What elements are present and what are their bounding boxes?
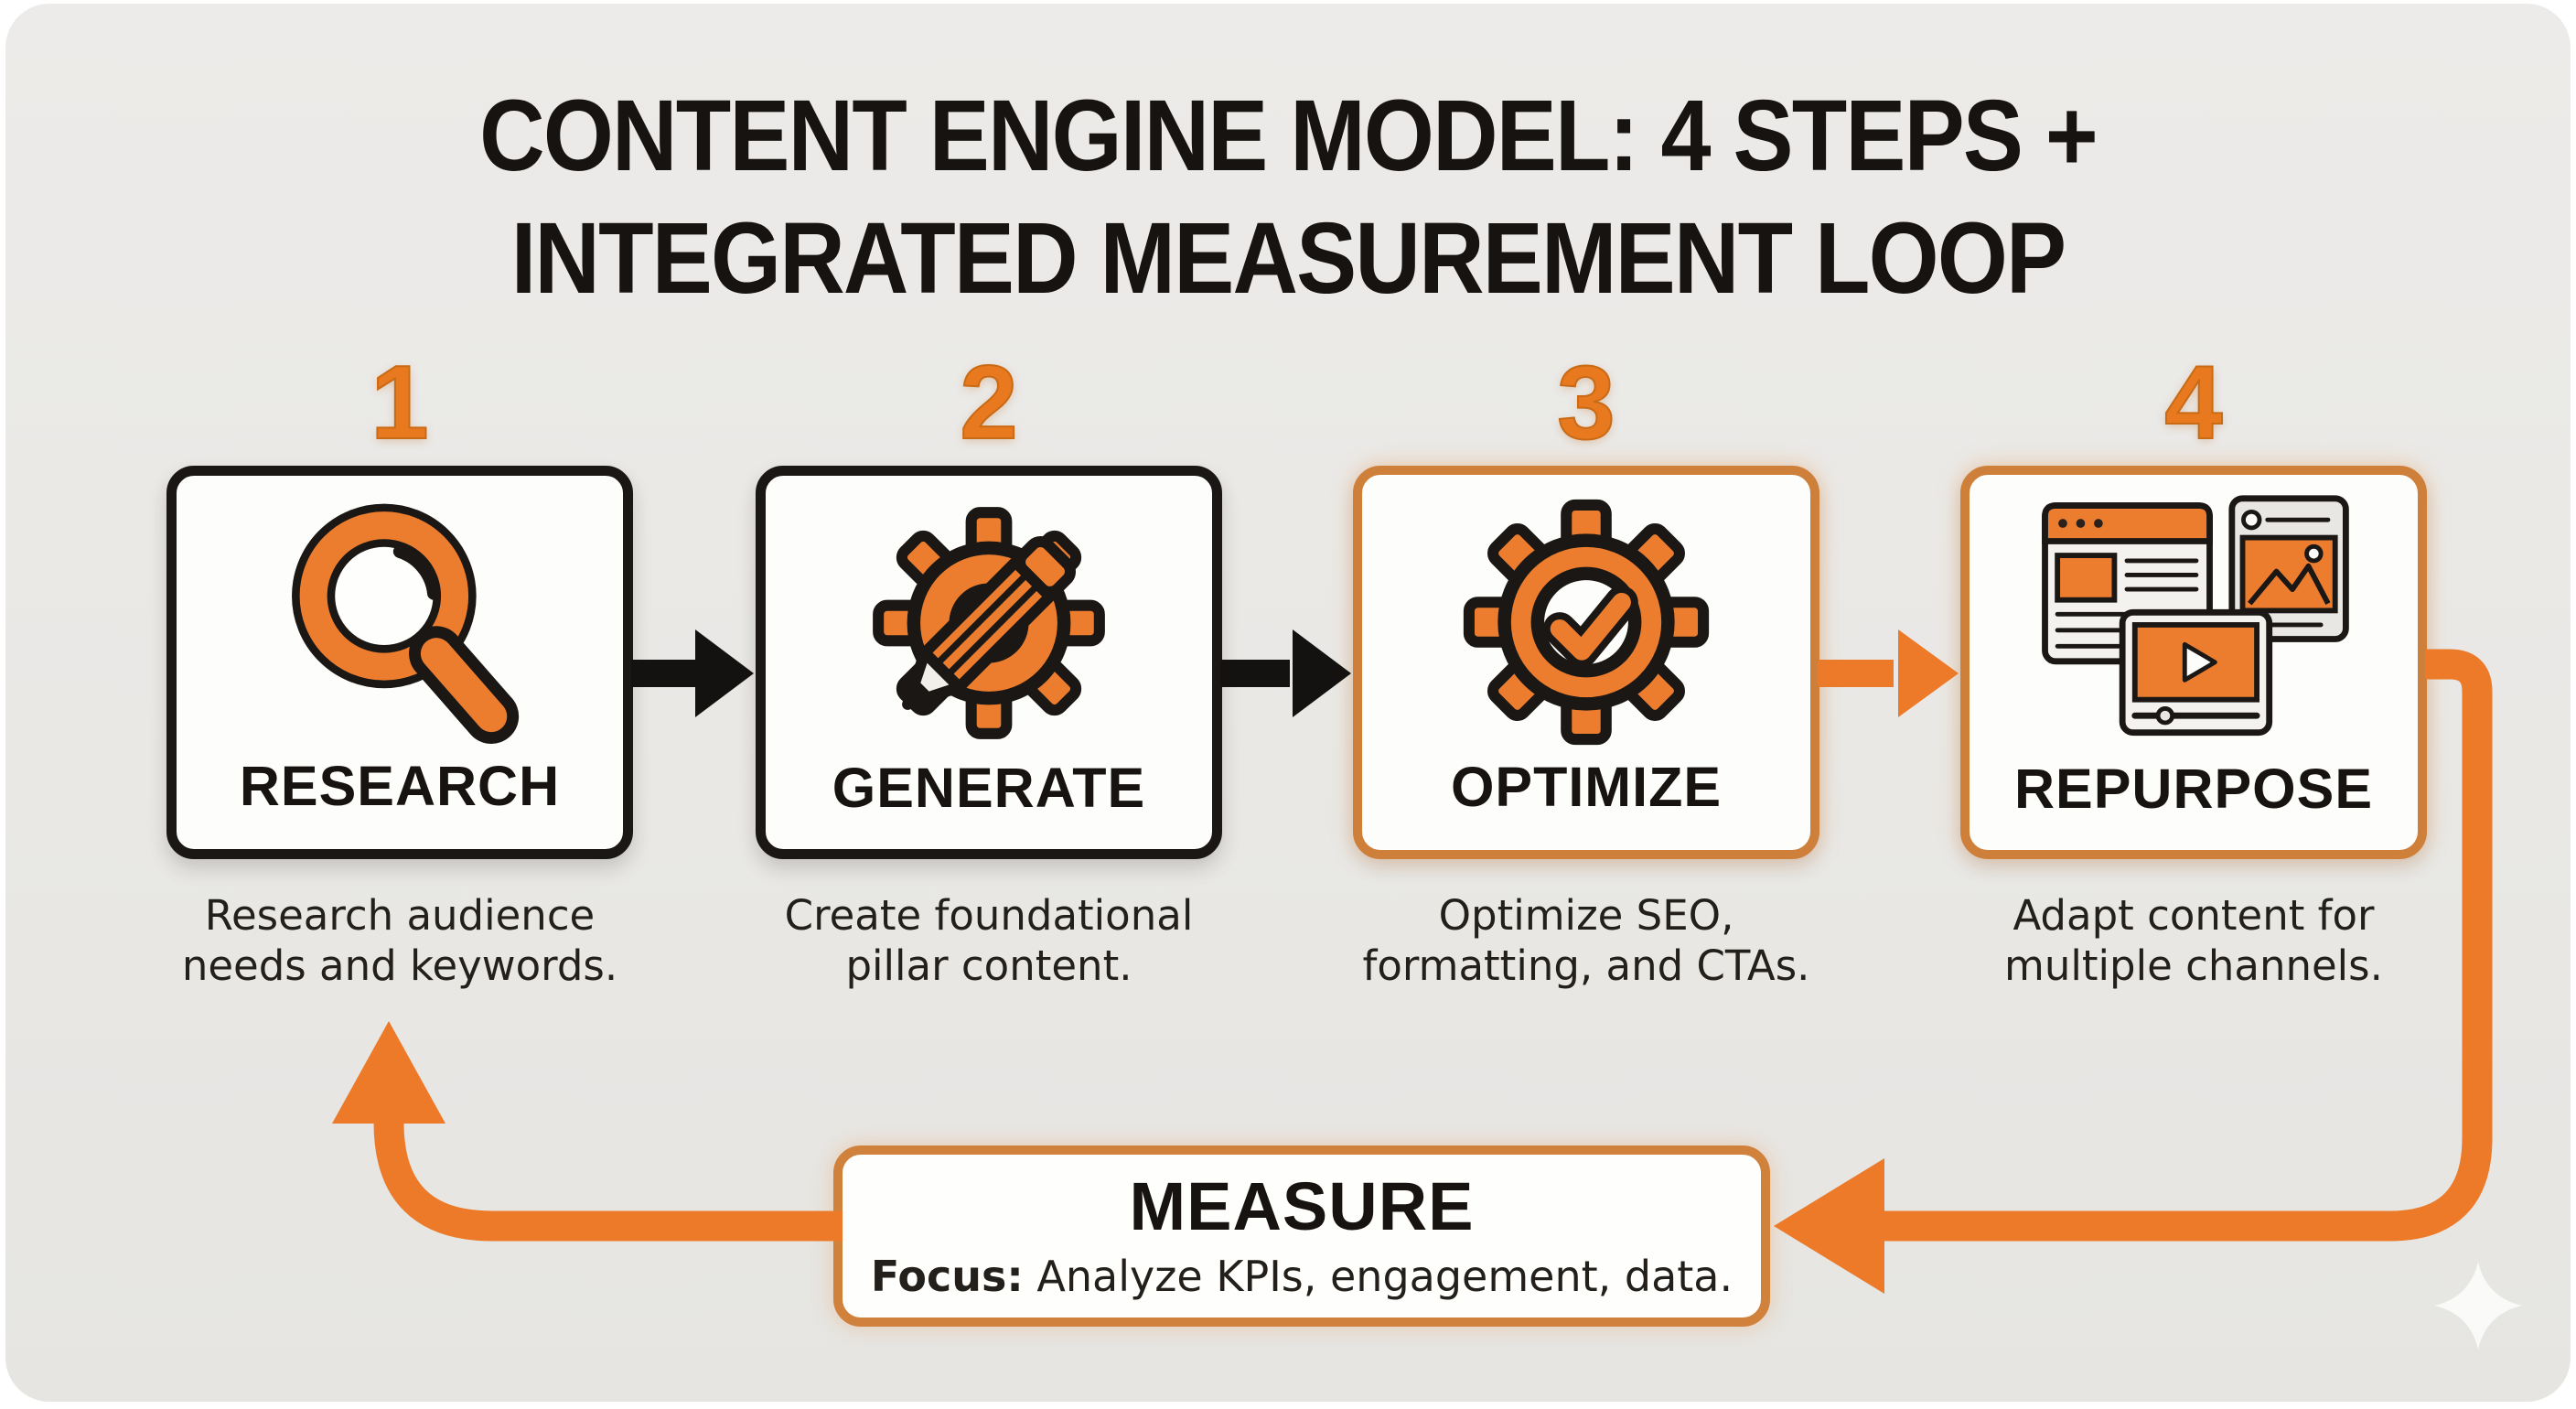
infographic-canvas: CONTENT ENGINE MODEL: 4 STEPS + INTEGRAT… bbox=[5, 4, 2571, 1402]
measure-focus-body: Analyze KPIs, engagement, data. bbox=[1023, 1251, 1733, 1301]
page-title-line1: CONTENT ENGINE MODEL: 4 STEPS + bbox=[479, 80, 2098, 192]
step-number-1: 1 bbox=[370, 345, 429, 461]
measure-focus-prefix: Focus: bbox=[870, 1251, 1024, 1301]
loop-arrowhead-left-icon bbox=[1774, 1158, 1884, 1294]
step-number-3: 3 bbox=[1556, 345, 1615, 461]
sparkle-icon bbox=[2434, 1262, 2522, 1350]
optimize-label: OPTIMIZE bbox=[1450, 755, 1723, 818]
repurpose-description: Adapt content for multiple channels. bbox=[2004, 890, 2383, 991]
research-label: RESEARCH bbox=[239, 754, 561, 817]
page-title: CONTENT ENGINE MODEL: 4 STEPS + INTEGRAT… bbox=[134, 75, 2442, 320]
repurpose-box: REPURPOSE bbox=[1960, 465, 2427, 859]
step-column-research: 1 RESEARCH Research audience needs and k… bbox=[134, 345, 665, 992]
step-number-4: 4 bbox=[2163, 345, 2223, 461]
research-description: Research audience needs and keywords. bbox=[181, 890, 618, 991]
gear-pencil-icon bbox=[852, 490, 1126, 756]
checkmark-shape bbox=[1542, 585, 1638, 668]
image-post-card bbox=[2228, 494, 2349, 642]
gear-checkmark-icon bbox=[1449, 489, 1723, 755]
magnifier-search-icon bbox=[264, 490, 535, 754]
step-column-optimize: 3 bbox=[1321, 345, 1852, 992]
step-column-repurpose: 4 bbox=[1928, 345, 2459, 992]
measure-box: MEASURE Focus: Analyze KPIs, engagement,… bbox=[833, 1145, 1770, 1327]
measure-label: MEASURE bbox=[1129, 1168, 1475, 1245]
measure-focus-text: Focus: Analyze KPIs, engagement, data. bbox=[871, 1252, 1733, 1301]
step-number-2: 2 bbox=[959, 345, 1018, 461]
video-player-card bbox=[2119, 608, 2273, 736]
optimize-description: Optimize SEO, formatting, and CTAs. bbox=[1362, 890, 1810, 991]
research-box: RESEARCH bbox=[166, 465, 633, 859]
step-column-generate: 2 bbox=[724, 345, 1254, 992]
page-title-line2: INTEGRATED MEASUREMENT LOOP bbox=[510, 202, 2066, 316]
generate-box: GENERATE bbox=[756, 465, 1222, 859]
generate-description: Create foundational pillar content. bbox=[784, 890, 1194, 991]
loop-arrowhead-up-icon bbox=[332, 1021, 445, 1124]
optimize-box: OPTIMIZE bbox=[1353, 465, 1819, 859]
loop-measure-to-research bbox=[332, 1021, 843, 1242]
pencil-shape bbox=[902, 535, 1077, 710]
content-formats-icon bbox=[2029, 489, 2358, 757]
generate-label: GENERATE bbox=[832, 756, 1146, 819]
repurpose-label: REPURPOSE bbox=[2013, 757, 2374, 820]
